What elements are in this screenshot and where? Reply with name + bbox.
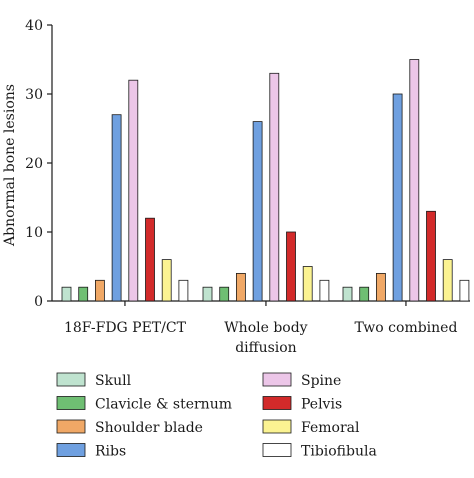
- bar-skull: [61, 286, 72, 302]
- legend-label: Spine: [301, 373, 341, 389]
- x-category-label: diffusion: [235, 340, 297, 356]
- y-tick-label: 20: [25, 156, 43, 172]
- legend-label: Femoral: [301, 420, 360, 436]
- legend-label: Pelvis: [301, 397, 342, 413]
- bar-pelvis: [286, 231, 296, 302]
- bar-skull: [202, 286, 213, 302]
- bar-tibiofibula: [319, 279, 330, 302]
- legend-label: Skull: [95, 373, 132, 389]
- y-tick-label: 0: [34, 294, 43, 310]
- x-category-label: Two combined: [354, 320, 457, 336]
- legend-swatch: [262, 443, 292, 457]
- legend-label: Clavicle & sternum: [95, 397, 232, 413]
- bar-clavicle-sternum: [359, 286, 370, 302]
- bar-tibiofibula: [178, 279, 189, 302]
- y-tick-label: 40: [25, 18, 43, 34]
- bars: [61, 59, 470, 302]
- legend-label: Tibiofibula: [301, 444, 377, 460]
- y-tick-label: 30: [25, 87, 43, 103]
- y-tick-label: 10: [25, 225, 43, 241]
- bar-femoral: [302, 266, 313, 302]
- legend-swatch: [56, 396, 86, 410]
- bar-ribs: [252, 121, 263, 302]
- bar-clavicle-sternum: [219, 286, 230, 302]
- category-labels: 18F-FDG PET/CT Whole body diffusion Two com…: [64, 320, 457, 356]
- legend-swatch: [56, 372, 86, 387]
- legend-swatch: [262, 396, 292, 410]
- legend-swatch: [262, 372, 292, 387]
- bar-skull: [342, 286, 353, 302]
- legend-swatch: [56, 419, 86, 434]
- bar-ribs: [111, 114, 122, 302]
- bar-shoulder-blade: [375, 272, 386, 302]
- x-category-label: 18F-FDG PET/CT: [64, 320, 187, 336]
- bar-femoral: [442, 259, 453, 302]
- legend-label: Shoulder blade: [95, 420, 203, 436]
- bar-clavicle-sternum: [78, 286, 89, 302]
- bar-shoulder-blade: [95, 279, 105, 302]
- legend-swatch: [262, 419, 292, 434]
- bar-shoulder-blade: [235, 272, 246, 302]
- bar-pelvis: [145, 217, 155, 302]
- bar-spine: [269, 72, 280, 302]
- y-axis-label: Abnormal bone lesions: [2, 84, 18, 247]
- bar-pelvis: [426, 210, 436, 302]
- bar-spine: [409, 59, 420, 302]
- legend: Skull Clavicle & sternum Shoulder blade Rib…: [56, 372, 377, 460]
- bar-femoral: [161, 259, 172, 302]
- x-category-label: Whole body: [224, 320, 307, 336]
- axes: 0 10 20 30 40: [25, 18, 470, 310]
- bar-ribs: [392, 93, 403, 302]
- bar-spine: [128, 79, 139, 302]
- bar-tibiofibula: [459, 279, 470, 302]
- legend-swatch: [56, 443, 86, 457]
- legend-label: Ribs: [95, 444, 126, 460]
